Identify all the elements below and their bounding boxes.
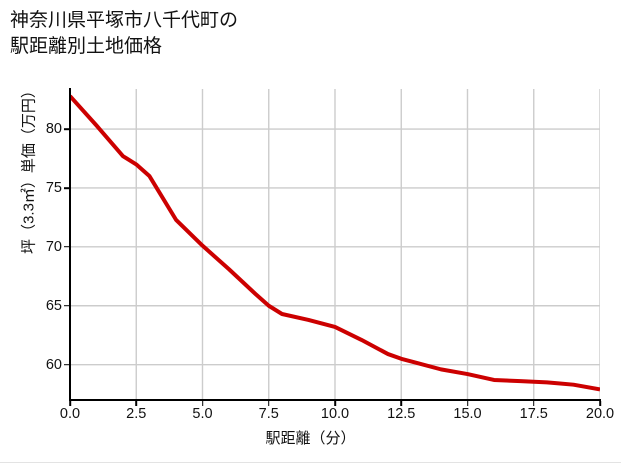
footer-divider	[0, 462, 621, 463]
chart-title: 神奈川県平塚市八千代町の 駅距離別土地価格	[10, 10, 239, 57]
x-tick-mark	[400, 401, 403, 406]
grid-lines	[70, 89, 600, 400]
y-tick-mark	[64, 187, 69, 189]
y-tick-label: 60	[45, 356, 62, 373]
y-tick-mark	[64, 246, 69, 248]
y-tick-mark	[64, 128, 69, 130]
x-tick-mark	[69, 401, 71, 406]
x-tick-label: 10.0	[320, 406, 350, 422]
x-tick-mark	[599, 401, 601, 406]
y-tick-mark	[64, 304, 69, 307]
x-tick-label: 7.5	[258, 406, 279, 422]
y-axis-label: 坪（3.3㎡）単価（万円）	[20, 83, 38, 254]
y-axis-spine	[69, 88, 71, 401]
data-line	[70, 94, 600, 392]
x-axis-spine	[69, 399, 601, 401]
x-tick-mark	[466, 401, 469, 406]
y-tick-mark	[64, 363, 69, 366]
x-tick-mark	[532, 401, 535, 406]
x-tick-label: 2.5	[126, 406, 147, 422]
x-tick-label: 0.0	[59, 406, 81, 422]
y-tick-label: 70	[45, 238, 62, 255]
data-series-group	[70, 94, 600, 392]
x-tick-label: 12.5	[387, 406, 416, 422]
y-tick-label: 75	[45, 179, 62, 196]
x-tick-mark	[334, 401, 336, 406]
y-tick-label: 65	[45, 297, 62, 314]
x-tick-label: 5.0	[192, 406, 213, 422]
plot-svg	[70, 89, 600, 400]
y-tick-label: 80	[45, 121, 62, 138]
x-tick-label: 17.5	[519, 406, 548, 422]
x-tick-mark	[201, 401, 204, 406]
x-tick-label: 20.0	[585, 406, 615, 422]
x-tick-mark	[267, 401, 270, 406]
plot-area	[70, 89, 600, 400]
x-axis-label: 駅距離（分）	[265, 430, 356, 447]
x-tick-mark	[135, 401, 138, 406]
x-tick-label: 15.0	[453, 406, 482, 422]
